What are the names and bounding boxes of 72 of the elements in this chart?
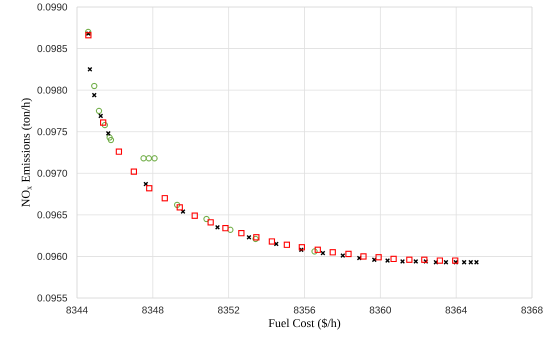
point [116, 148, 122, 155]
point [143, 182, 148, 187]
y-tick-label: 0.0960 [37, 252, 68, 260]
point [385, 258, 390, 264]
point [298, 244, 305, 250]
y-tick-label: 0.0985 [37, 45, 68, 52]
point [452, 257, 458, 264]
x-axis-title: Fuel Cost ($/h) [268, 318, 340, 330]
point [87, 66, 92, 72]
point [360, 253, 367, 260]
x-tick-label: 8356 [294, 306, 316, 314]
point [106, 134, 113, 141]
x-tick-label: 8360 [370, 306, 392, 314]
point [375, 254, 382, 260]
point [345, 250, 352, 258]
point [311, 248, 318, 255]
point [214, 224, 220, 230]
point [314, 246, 321, 253]
x-tick-label: 8348 [142, 306, 164, 314]
point [203, 216, 210, 222]
point [208, 219, 214, 226]
point [192, 212, 198, 219]
point [298, 247, 304, 252]
point [356, 256, 362, 261]
point [340, 253, 346, 258]
point [390, 256, 397, 262]
y-tick-label: 0.0980 [37, 86, 68, 94]
point [162, 195, 168, 202]
point [330, 249, 336, 256]
y-tick-label: 0.0965 [37, 211, 68, 218]
point [320, 250, 326, 256]
x-tick-label: 8364 [446, 306, 467, 314]
point [274, 241, 279, 246]
point [108, 136, 114, 144]
y-tick-label: 0.0970 [37, 170, 68, 177]
point [176, 204, 183, 211]
point [140, 155, 147, 162]
x-tick-label: 8352 [218, 306, 240, 314]
y-tick-label: 0.0975 [37, 128, 68, 136]
point [85, 28, 92, 36]
point [400, 258, 406, 264]
point [96, 108, 102, 114]
point [180, 209, 186, 214]
point [372, 257, 377, 262]
y-tick-label: 0.0990 [37, 3, 68, 11]
point [130, 168, 138, 175]
point [92, 92, 97, 98]
point [268, 238, 276, 245]
point [106, 130, 111, 136]
point [98, 113, 104, 118]
point [246, 234, 252, 240]
point [406, 256, 412, 263]
point [436, 257, 444, 264]
point [102, 122, 108, 128]
y-axis-title: NO$_{x}$ Emissions (ton/h) [21, 98, 32, 207]
point [151, 155, 158, 162]
point [433, 260, 438, 265]
point [146, 155, 152, 162]
point [222, 225, 229, 232]
point [146, 185, 152, 192]
point [91, 82, 98, 90]
y-tick-label: 0.0955 [37, 294, 68, 302]
point [174, 202, 180, 208]
point [453, 260, 458, 265]
point [100, 119, 106, 126]
point [443, 260, 448, 265]
x-tick-label: 8368 [521, 306, 543, 314]
point [413, 258, 418, 264]
x-tick-label: 8344 [66, 306, 88, 314]
point [284, 242, 290, 248]
point [238, 230, 245, 236]
point [227, 226, 234, 233]
